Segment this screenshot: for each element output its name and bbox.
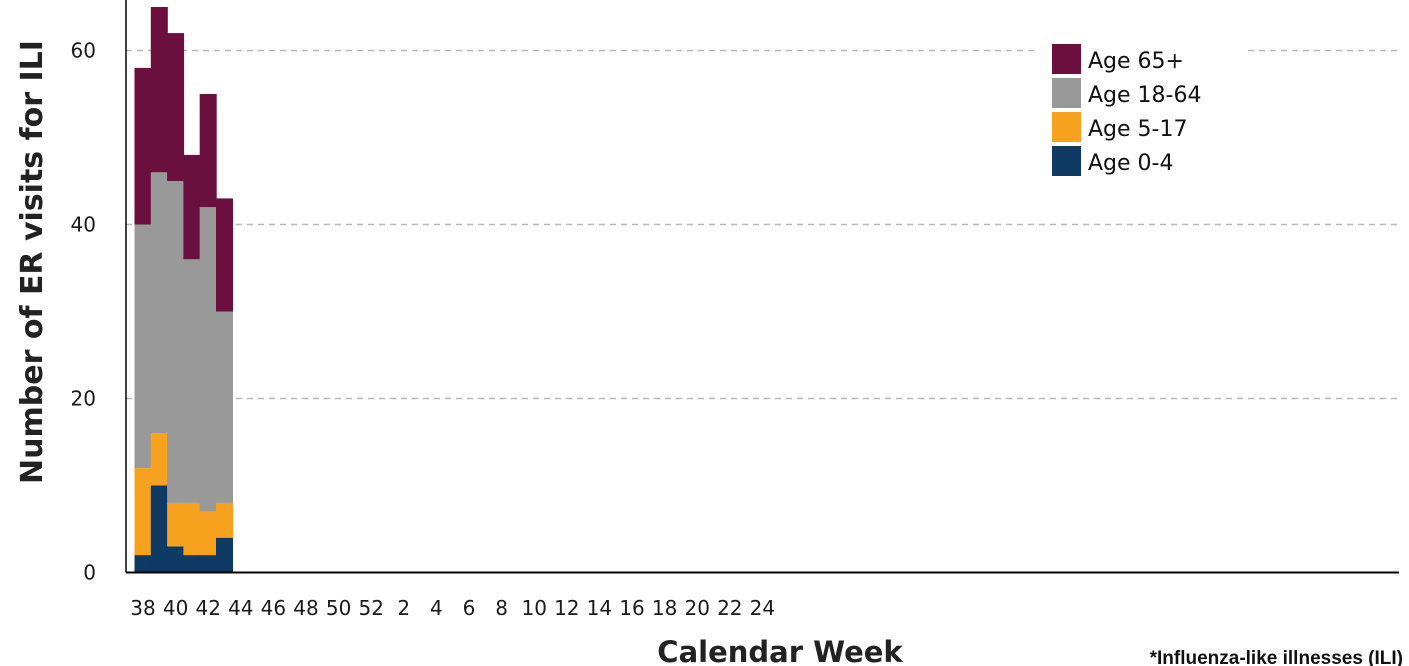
bar-segment-age-18-64-week-42 [199, 207, 217, 512]
bar-segment-age-5-17-week-38 [134, 468, 152, 556]
bar-segment-age-65--week-38 [134, 67, 152, 225]
legend-label: Age 5-17 [1088, 117, 1187, 142]
x-tick-label: 48 [293, 596, 318, 620]
bar-segment-age-18-64-week-43 [216, 311, 233, 503]
bar-segment-age-65--week-40 [167, 33, 185, 181]
x-tick-label: 20 [684, 596, 709, 620]
y-tick-label: 60 [71, 39, 96, 63]
legend-label: Age 65+ [1088, 49, 1184, 74]
x-tick-label: 52 [358, 596, 383, 620]
x-tick-label: 42 [195, 596, 220, 620]
bar-segment-age-0-4-week-42 [199, 555, 217, 573]
bar-segment-age-65--week-43 [216, 198, 233, 312]
bar-segment-age-0-4-week-41 [183, 555, 201, 573]
x-tick-label: 18 [652, 596, 677, 620]
x-axis-title: Calendar Week [657, 635, 903, 666]
x-tick-labels: 38 40 42 44 46 48 50 52 2 4 6 8 10 12 14 16 18 20 22 24 [130, 596, 775, 620]
bar-segment-age-0-4-week-39 [150, 485, 168, 573]
legend-swatch [1052, 146, 1081, 176]
x-tick-label: 50 [326, 596, 351, 620]
bar-segment-age-18-64-week-38 [134, 224, 152, 469]
legend-swatch [1052, 44, 1081, 74]
bar-segment-age-5-17-week-43 [216, 502, 233, 538]
y-tick-labels: 0 20 40 60 [71, 39, 96, 585]
x-tick-label: 12 [554, 596, 579, 620]
footnote: *Influenza-like illnesses (ILI) [1150, 648, 1403, 666]
x-tick-label: 4 [430, 596, 443, 620]
x-tick-label: 2 [397, 596, 410, 620]
x-tick-label: 10 [521, 596, 546, 620]
y-tick-label: 0 [83, 561, 96, 585]
y-axis-title: Number of ER visits for ILI [15, 40, 50, 484]
bar-segment-age-0-4-week-38 [134, 555, 152, 573]
legend-label: Age 18-64 [1088, 83, 1201, 108]
bar-segment-age-65--week-39 [150, 7, 168, 173]
bar-segment-age-18-64-week-41 [183, 259, 201, 503]
legend-swatch [1052, 112, 1081, 142]
bar-segment-age-0-4-week-40 [167, 546, 185, 573]
bar-segment-age-65--week-41 [183, 154, 201, 260]
bar-segment-age-18-64-week-40 [167, 181, 185, 503]
x-tick-label: 40 [163, 596, 188, 620]
x-tick-label: 8 [495, 596, 508, 620]
y-tick-label: 40 [71, 213, 96, 237]
x-tick-label: 38 [130, 596, 155, 620]
legend: Age 65+ Age 18-64 Age 5-17 Age 0-4 [1052, 44, 1201, 176]
bar-segment-age-0-4-week-43 [216, 537, 233, 573]
bar-segment-age-5-17-week-39 [150, 433, 168, 486]
x-tick-label: 16 [619, 596, 644, 620]
y-tick-label: 20 [71, 387, 96, 411]
bar-segment-age-65--week-42 [199, 94, 217, 208]
bar-segment-age-5-17-week-42 [199, 511, 217, 556]
x-tick-label: 24 [750, 596, 775, 620]
legend-swatch [1052, 78, 1081, 108]
x-tick-label: 46 [261, 596, 286, 620]
bar-segment-age-5-17-week-40 [167, 502, 185, 547]
bars [134, 7, 233, 573]
bar-segment-age-18-64-week-39 [150, 172, 168, 434]
bar-segment-age-5-17-week-41 [183, 502, 201, 556]
x-tick-label: 22 [717, 596, 742, 620]
x-tick-label: 6 [463, 596, 476, 620]
x-tick-label: 44 [228, 596, 253, 620]
x-tick-label: 14 [587, 596, 612, 620]
legend-label: Age 0-4 [1088, 151, 1173, 176]
